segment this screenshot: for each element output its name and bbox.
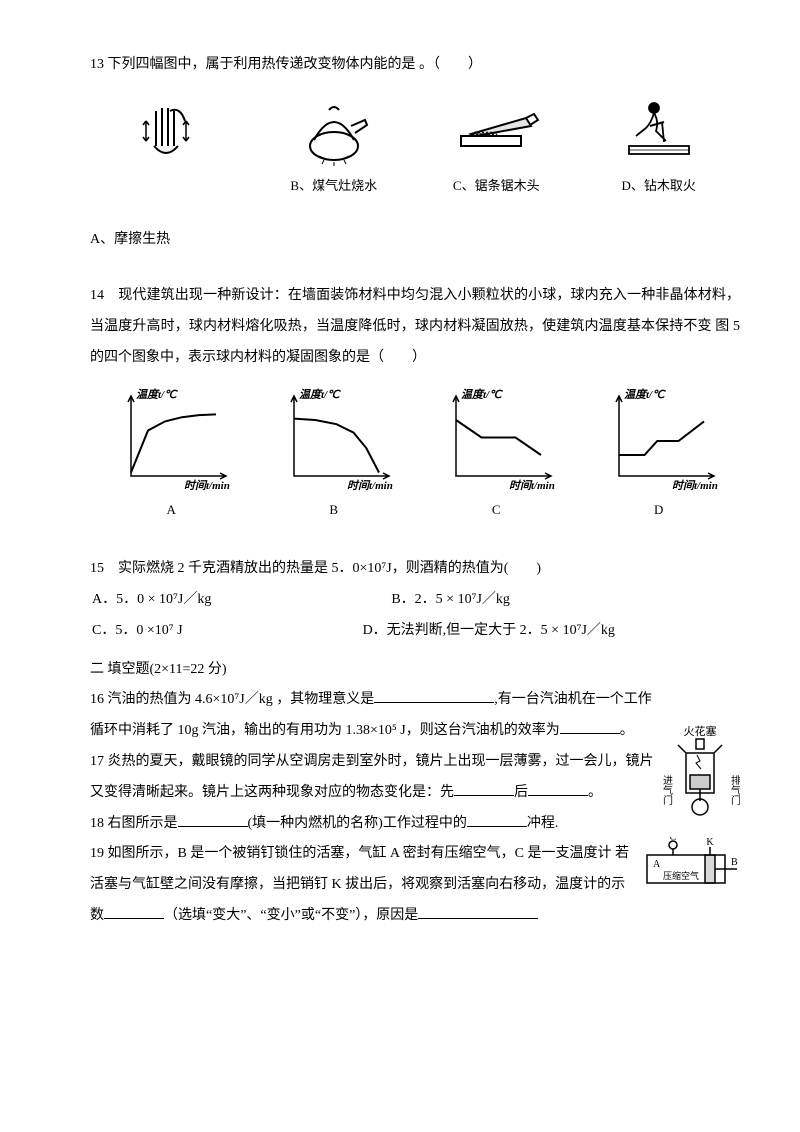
q13-caption-d: D、钻木取火 [622, 172, 696, 201]
q17-blank1[interactable] [454, 781, 514, 796]
svg-text:时间t/min: 时间t/min [509, 479, 555, 492]
q18-a: 18 右图所示是 [90, 816, 178, 831]
q16-blank2[interactable] [560, 719, 620, 734]
engine-diagram: 火花塞 进气门 排气门 [660, 725, 740, 833]
q17-b: 后 [514, 785, 528, 800]
q15-c: C．5．0 ×10⁷ J [92, 616, 183, 647]
svg-text:K: K [706, 837, 714, 848]
q19: 19 如图所示，B 是一个被销钉锁住的活塞，气缸 A 密封有压缩空气，C 是一支… [90, 839, 740, 931]
svg-text:C: C [670, 837, 677, 843]
q17-c: 。 [588, 785, 602, 800]
q14-graph-b: 温度t/℃ 时间t/min B [269, 384, 399, 525]
q13-img-d: D、钻木取火 [614, 96, 704, 201]
q14-label-a: A [167, 496, 176, 525]
q14-label-b: B [329, 496, 338, 525]
q14-label-d: D [654, 496, 663, 525]
q13-caption-b: B、煤气灶烧水 [290, 172, 377, 201]
q19-blank1[interactable] [104, 904, 164, 919]
spark-label: 火花塞 [684, 725, 717, 738]
q19-blank2[interactable] [418, 904, 538, 919]
q14-stem: 14 现代建筑出现一种新设计：在墙面装饰材料中均匀混入小颗粒状的小球，球内充入一… [90, 281, 740, 373]
q13-img-b: B、煤气灶烧水 [289, 96, 379, 201]
q14-graph-d: 温度t/℃ 时间t/min D [594, 384, 724, 525]
q18-blank2[interactable] [467, 812, 527, 827]
svg-text:时间t/min: 时间t/min [184, 479, 230, 492]
q13-caption-c: C、锯条锯木头 [453, 172, 540, 201]
svg-text:A: A [653, 859, 661, 870]
saw-icon [451, 96, 541, 166]
svg-text:压缩空气: 压缩空气 [663, 870, 699, 881]
q13-img-c: C、锯条锯木头 [451, 96, 541, 201]
svg-text:时间t/min: 时间t/min [347, 479, 393, 492]
q18: 18 右图所示是 (填一种内燃机的名称)工作过程中的 冲程. [90, 809, 740, 840]
q13-img-a [126, 96, 216, 201]
hands-rubbing-icon [126, 96, 216, 166]
kettle-icon [289, 96, 379, 166]
svg-text:B: B [731, 857, 738, 868]
q17: 17 炎热的夏天，戴眼镜的同学从空调房走到室外时，镜片上出现一层薄雾，过一会儿，… [90, 747, 740, 809]
q18-b: (填一种内燃机的名称)工作过程中的 [248, 816, 467, 831]
q14-graph-a: 温度t/℃ 时间t/min A [106, 384, 236, 525]
in-label: 进气门 [661, 775, 673, 806]
q15-row1: A．5．0 × 10⁷J／kg B．2．5 × 10⁷J／kg [92, 585, 740, 616]
q18-c: 冲程. [527, 816, 559, 831]
q15-a: A．5．0 × 10⁷J／kg [92, 585, 211, 616]
q15-row2: C．5．0 ×10⁷ J D．无法判断,但一定大于 2．5 × 10⁷J／kg [92, 616, 740, 647]
svg-text:温度t/℃: 温度t/℃ [136, 388, 178, 401]
q14-label-c: C [492, 496, 501, 525]
q13-stem: 13 下列四幅图中，属于利用热传递改变物体内能的是 。（ ） [90, 50, 740, 81]
q14-graph-c: 温度t/℃ 时间t/min C [431, 384, 561, 525]
section2-title: 二 填空题(2×11=22 分) [90, 655, 740, 686]
svg-text:温度t/℃: 温度t/℃ [461, 388, 503, 401]
q19-b: （选填“变大”、“变小”或“不变”），原因是 [164, 908, 418, 923]
q13-images: B、煤气灶烧水 C、锯条锯木头 D、钻木取火 [90, 96, 740, 201]
svg-text:时间t/min: 时间t/min [672, 479, 718, 492]
q16: 16 汽油的热值为 4.6×10⁷J／kg ，其物理意义是,有一台汽油机在一个工… [90, 685, 740, 747]
q18-blank1[interactable] [178, 812, 248, 827]
svg-text:温度t/℃: 温度t/℃ [624, 388, 666, 401]
q16-a: 16 汽油的热值为 4.6×10⁷J／kg ，其物理意义是 [90, 692, 374, 707]
cylinder-diagram: C K A B 压缩空气 [645, 837, 740, 905]
svg-text:温度t/℃: 温度t/℃ [299, 388, 341, 401]
q14-graphs: 温度t/℃ 时间t/min A 温度t/℃ 时间t/min B 温度t/℃ 时间t/m… [90, 384, 740, 525]
q16-blank1[interactable] [374, 688, 494, 703]
q15-b: B．2．5 × 10⁷J／kg [391, 585, 510, 616]
q13-opt-a: A、摩擦生热 [90, 225, 740, 256]
out-label: 排气门 [729, 774, 741, 806]
q16-c: 。 [620, 723, 634, 738]
q15-d: D．无法判断,但一定大于 2．5 × 10⁷J／kg [363, 616, 615, 647]
fire-drill-icon [614, 96, 704, 166]
q17-blank2[interactable] [528, 781, 588, 796]
q15-stem: 15 实际燃烧 2 千克酒精放出的热量是 5．0×10⁷J，则酒精的热值为( ) [90, 554, 740, 585]
